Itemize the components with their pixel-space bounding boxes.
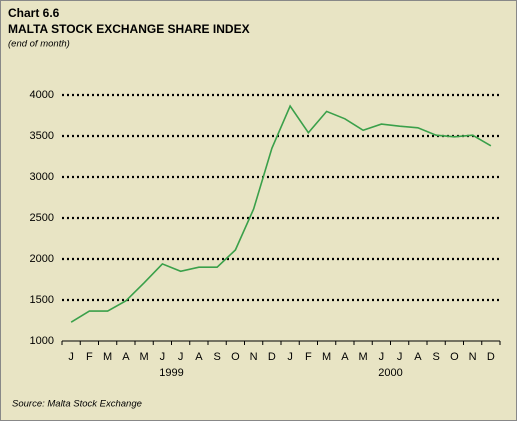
x-tick-label: O bbox=[231, 351, 240, 363]
source: Source: Malta Stock Exchange bbox=[12, 399, 142, 410]
x-tick-label: A bbox=[195, 351, 203, 363]
x-tick-label: D bbox=[268, 351, 276, 363]
x-tick-label: A bbox=[122, 351, 130, 363]
year-label: 2000 bbox=[378, 367, 402, 379]
x-tick-label: F bbox=[305, 351, 312, 363]
x-tick-label: J bbox=[379, 351, 385, 363]
x-tick-label: J bbox=[68, 351, 74, 363]
x-tick-label: A bbox=[414, 351, 422, 363]
x-tick-label: J bbox=[397, 351, 403, 363]
y-tick-label: 1000 bbox=[30, 335, 54, 347]
x-tick-label: M bbox=[140, 351, 149, 363]
x-tick-label: M bbox=[359, 351, 368, 363]
y-tick-label: 3000 bbox=[30, 171, 54, 183]
y-tick-label: 1500 bbox=[30, 294, 54, 306]
y-tick-label: 2500 bbox=[30, 212, 54, 224]
x-tick-label: F bbox=[86, 351, 93, 363]
x-tick-label: S bbox=[432, 351, 439, 363]
x-tick-label: J bbox=[287, 351, 293, 363]
y-tick-label: 3500 bbox=[30, 130, 54, 142]
x-tick-label: N bbox=[250, 351, 258, 363]
y-tick-label: 4000 bbox=[30, 89, 54, 101]
chart-label: Chart 6.6 bbox=[8, 6, 60, 20]
y-tick-label: 2000 bbox=[30, 253, 54, 265]
x-tick-label: M bbox=[103, 351, 112, 363]
x-tick-label: D bbox=[487, 351, 495, 363]
x-tick-label: J bbox=[178, 351, 184, 363]
x-tick-label: J bbox=[160, 351, 166, 363]
chart-title: MALTA STOCK EXCHANGE SHARE INDEX bbox=[8, 22, 250, 36]
x-tick-label: O bbox=[450, 351, 459, 363]
x-tick-label: M bbox=[322, 351, 331, 363]
year-label: 1999 bbox=[159, 367, 183, 379]
x-tick-label: S bbox=[213, 351, 220, 363]
chart-subtitle: (end of month) bbox=[8, 39, 70, 50]
x-tick-label: A bbox=[341, 351, 349, 363]
line-series bbox=[70, 104, 492, 323]
x-tick-label: N bbox=[469, 351, 477, 363]
